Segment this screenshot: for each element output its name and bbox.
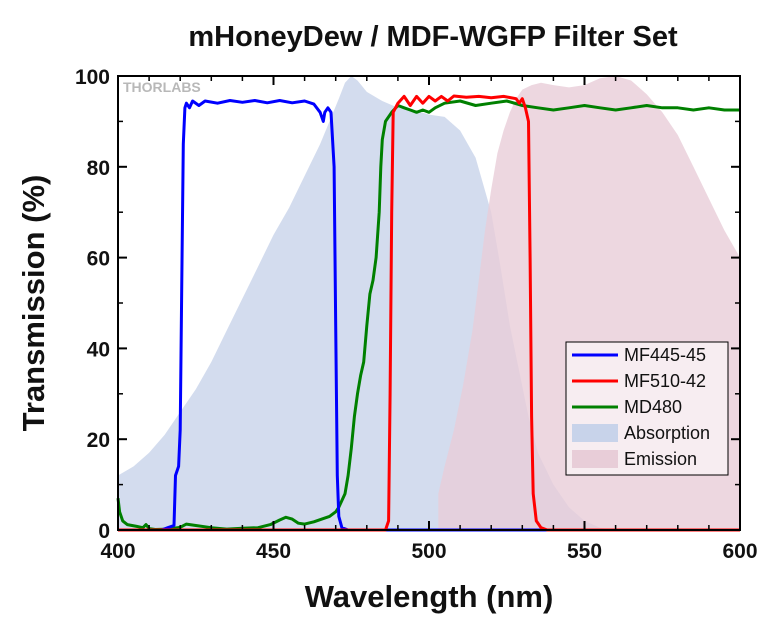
x-tick-label: 450 [256, 540, 291, 563]
legend: MF445-45 MF510-42 MD480 Absorption Emission [565, 341, 729, 476]
legend-label-mf510-42: MF510-42 [624, 371, 706, 391]
y-tick-label: 100 [75, 66, 110, 89]
line-series-group [116, 94, 740, 532]
tick-group: 400 450 500 550 600 0 20 40 60 80 100 [75, 66, 758, 563]
legend-label-md480: MD480 [624, 397, 682, 417]
legend-label-emission: Emission [624, 449, 697, 469]
y-axis-label: Transmission (%) [16, 175, 51, 432]
y-tick-label: 40 [87, 338, 110, 361]
line-mf445-45 [118, 99, 740, 532]
legend-swatch-emission [572, 450, 618, 468]
x-tick-label: 400 [100, 540, 135, 563]
thorlabs-logo: THORLABS [123, 79, 201, 95]
y-tick-label: 80 [87, 157, 110, 180]
chart-title: mHoneyDew / MDF-WGFP Filter Set [188, 21, 678, 53]
line-md480 [116, 99, 740, 531]
x-tick-label: 550 [567, 540, 602, 563]
legend-swatch-absorption [572, 424, 618, 442]
x-tick-label: 500 [411, 540, 446, 563]
legend-label-mf445-45: MF445-45 [624, 345, 706, 365]
legend-label-absorption: Absorption [624, 423, 710, 443]
x-axis-label: Wavelength (nm) [305, 579, 554, 614]
line-mf510-42 [118, 94, 740, 532]
y-tick-label: 20 [87, 429, 110, 452]
y-tick-label: 0 [98, 520, 110, 543]
x-tick-label: 600 [722, 540, 757, 563]
y-tick-label: 60 [87, 248, 110, 271]
